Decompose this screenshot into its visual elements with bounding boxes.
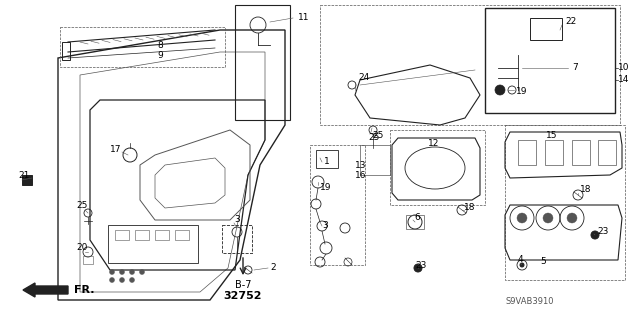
Text: 22: 22 [565,18,576,26]
Text: 17: 17 [110,145,122,154]
Text: 8: 8 [157,41,163,49]
Bar [108,225,198,263]
Circle shape [414,264,422,272]
Circle shape [109,278,115,283]
Bar [135,230,149,240]
Text: 12: 12 [428,138,440,147]
Bar [360,145,390,175]
Text: 32752: 32752 [224,291,262,301]
Text: 3: 3 [234,216,240,225]
Bar [60,27,225,67]
Text: 4: 4 [518,256,524,264]
Text: 2: 2 [270,263,276,272]
Bar [406,215,424,229]
Bar [316,150,338,168]
Bar [22,175,32,185]
Text: 13: 13 [355,160,367,169]
Text: 19: 19 [320,183,332,192]
Circle shape [591,231,599,239]
Text: S9VAB3910: S9VAB3910 [506,298,554,307]
Bar [485,8,615,113]
Text: 16: 16 [355,170,367,180]
Text: B-7: B-7 [235,280,252,290]
Circle shape [120,278,125,283]
Circle shape [495,85,505,95]
Text: 20: 20 [76,243,88,253]
Text: 19: 19 [516,87,527,97]
Bar [545,140,563,165]
Text: 18: 18 [464,204,476,212]
Bar [390,130,485,205]
Text: 14: 14 [618,76,629,85]
Text: FR.: FR. [74,285,95,295]
Circle shape [140,270,145,275]
Text: 1: 1 [324,158,330,167]
Bar [155,230,169,240]
Bar [518,140,536,165]
Text: 21: 21 [18,170,29,180]
Text: 25: 25 [76,201,88,210]
Circle shape [567,213,577,223]
Bar [83,256,93,264]
Bar [310,145,365,265]
Text: 25: 25 [372,130,383,139]
Text: 18: 18 [580,186,591,195]
Circle shape [109,270,115,275]
Bar [320,5,620,125]
Text: 9: 9 [157,50,163,60]
Text: 25: 25 [368,133,380,143]
Bar [572,140,590,165]
Circle shape [120,270,125,275]
Text: 5: 5 [540,257,546,266]
Circle shape [517,213,527,223]
Text: 10: 10 [618,63,630,72]
Text: 15: 15 [546,130,557,139]
Bar [222,225,252,253]
Text: 23: 23 [415,261,426,270]
Bar [530,18,562,40]
Text: 11: 11 [298,13,310,23]
Circle shape [129,270,134,275]
Text: 7: 7 [572,63,578,72]
Bar [175,230,189,240]
Text: 6: 6 [414,213,420,222]
Bar [598,140,616,165]
Text: 3: 3 [322,220,328,229]
Text: 23: 23 [597,227,609,236]
FancyArrow shape [23,283,68,297]
Circle shape [129,278,134,283]
Circle shape [520,263,524,267]
Text: 24: 24 [358,73,369,83]
Bar [115,230,129,240]
Bar [505,125,625,280]
Circle shape [543,213,553,223]
Bar [235,5,290,120]
